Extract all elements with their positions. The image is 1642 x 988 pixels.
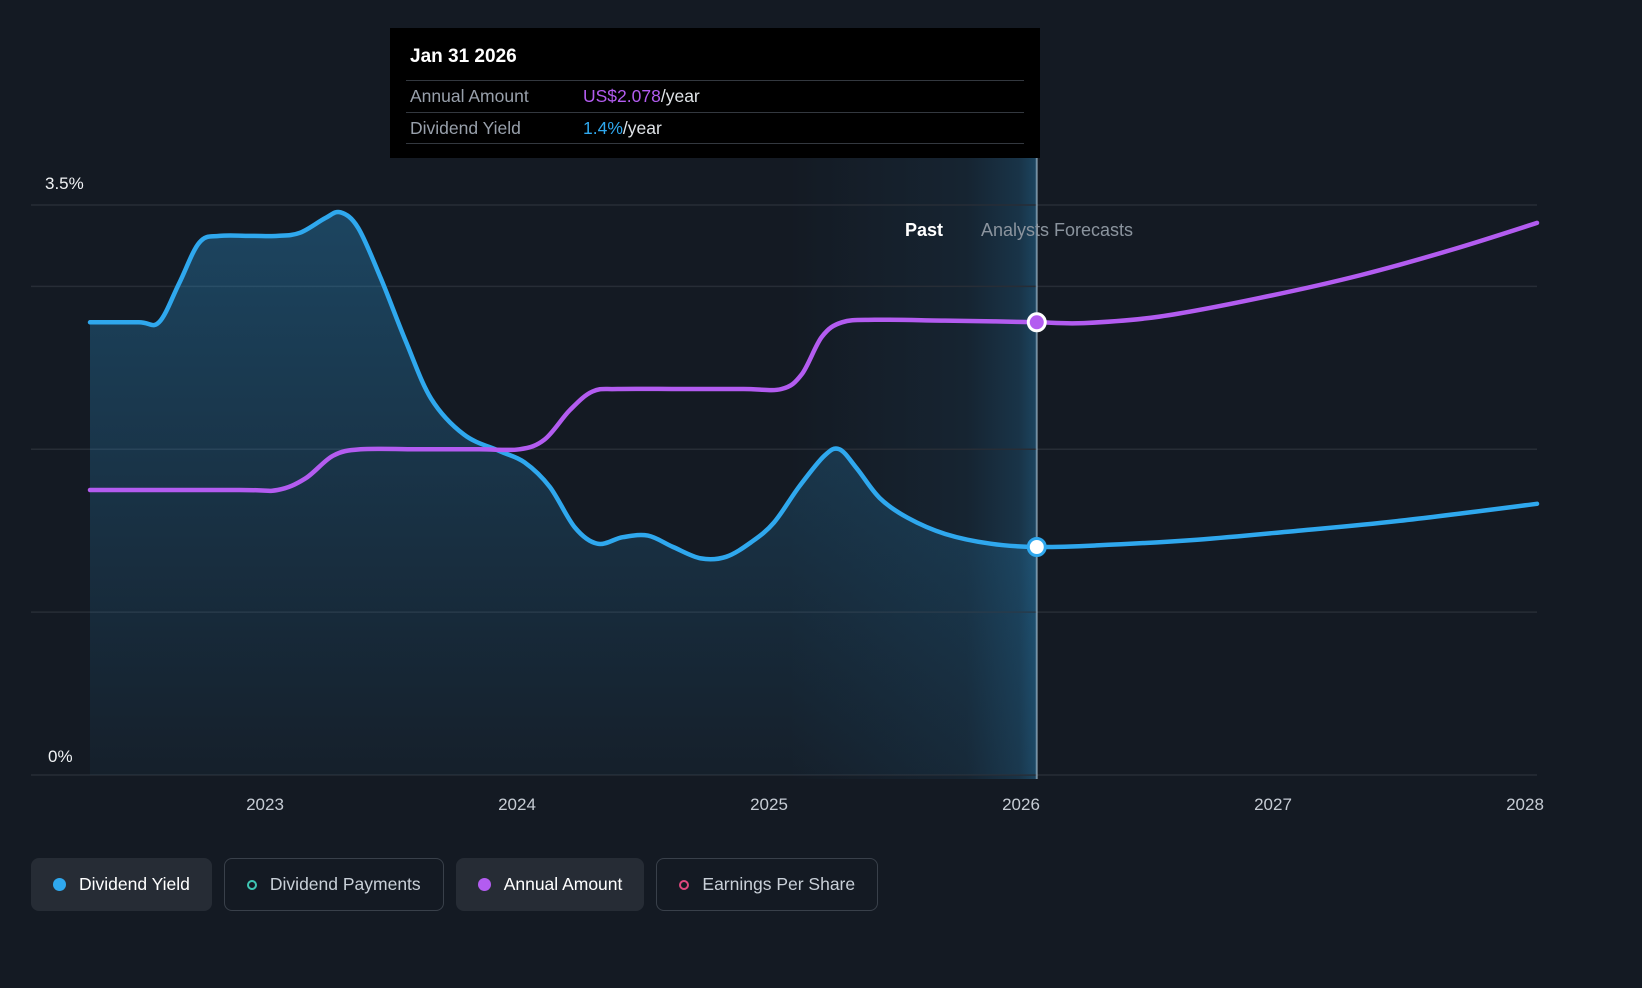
annual-amount-swatch-icon [477,878,491,891]
x-axis-label-2027: 2027 [1254,795,1292,814]
x-axis: 2023 2024 2025 2026 2027 2028 [0,795,1642,819]
legend-chip-earnings-per-share[interactable]: Earnings Per Share [656,858,879,911]
dividend-payments-swatch-icon [246,879,257,890]
tooltip-value-annual-amount: US$2.078/year [583,86,700,106]
chart-tooltip: Jan 31 2026 Annual Amount US$2.078/year … [390,28,1040,158]
legend-label-annual-amount: Annual Amount [503,874,623,894]
analysts-forecasts-section-label: Analysts Forecasts [981,220,1134,240]
legend: Dividend Yield Dividend Payments Annual Am… [31,858,879,911]
x-axis-label-2025: 2025 [750,795,788,814]
legend-chip-dividend-yield[interactable]: Dividend Yield [31,858,212,911]
legend-chip-annual-amount[interactable]: Annual Amount [455,858,645,911]
tooltip-label-annual-amount: Annual Amount [410,86,529,106]
legend-label-dividend-payments: Dividend Payments [269,874,421,894]
earnings-per-share-swatch-icon [679,879,690,890]
tooltip-date: Jan 31 2026 [410,46,517,67]
tooltip-row-annual-amount: Annual Amount US$2.078/year [406,80,1024,112]
annual-amount-marker [1026,312,1047,333]
dividend-yield-swatch-icon [53,878,66,891]
past-section-label: Past [905,220,944,240]
y-axis-min-label: 0% [48,747,73,766]
x-axis-label-2024: 2024 [498,795,536,814]
dividend-yield-marker [1026,537,1047,557]
tooltip-value-dividend-yield: 1.4%/year [583,117,662,138]
legend-label-earnings-per-share: Earnings Per Share [702,874,856,894]
legend-label-dividend-yield: Dividend Yield [79,874,190,894]
tooltip-label-dividend-yield: Dividend Yield [410,117,521,138]
x-axis-label-2028: 2028 [1506,795,1544,814]
tooltip-row-dividend-yield: Dividend Yield 1.4%/year [406,112,1024,144]
dividend-yield-line [87,209,1540,562]
x-axis-label-2023: 2023 [246,795,284,814]
dividend-yield-area [90,211,1037,776]
y-axis-max-label: 3.5% [45,174,84,193]
x-axis-label-2026: 2026 [1002,795,1040,814]
legend-chip-dividend-payments[interactable]: Dividend Payments [223,858,444,911]
annual-amount-line [87,220,1540,494]
